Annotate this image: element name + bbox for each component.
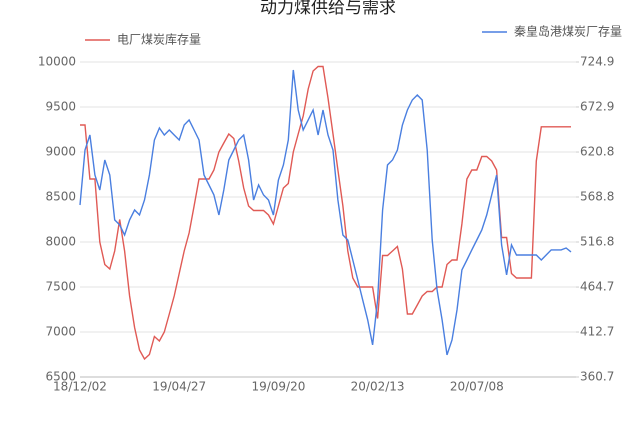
y2-tick-label: 568.8 (580, 190, 614, 204)
y2-tick-label: 464.7 (580, 280, 614, 294)
x-tick-label: 20/02/13 (351, 380, 405, 394)
y-tick-label: 9000 (45, 145, 76, 159)
y-tick-label: 8000 (45, 235, 76, 249)
y2-tick-label: 724.9 (580, 55, 614, 69)
y-tick-label: 7500 (45, 280, 76, 294)
legend-label: 秦皇岛港煤炭厂存量 (514, 24, 622, 39)
x-tick-label: 18/12/02 (53, 380, 107, 394)
y2-tick-label: 412.7 (580, 325, 614, 339)
x-tick-label: 20/07/08 (450, 380, 504, 394)
legend-label: 电厂煤炭库存量 (117, 32, 201, 47)
y-tick-label: 6500 (45, 370, 76, 384)
x-tick-label: 19/04/27 (152, 380, 206, 394)
series-line (80, 65, 571, 361)
y-tick-label: 9500 (45, 100, 76, 114)
x-tick-label: 19/09/20 (251, 380, 305, 394)
y2-tick-label: 620.8 (580, 145, 614, 159)
y2-tick-label: 360.7 (580, 370, 614, 384)
series-line (79, 69, 572, 356)
y-tick-label: 8500 (45, 190, 76, 204)
y-tick-label: 10000 (38, 55, 76, 69)
chart-title: 动力煤供给与需求 (260, 0, 396, 18)
y-tick-label: 7000 (45, 325, 76, 339)
y2-tick-label: 672.9 (580, 99, 614, 113)
y2-tick-label: 516.8 (580, 234, 614, 248)
